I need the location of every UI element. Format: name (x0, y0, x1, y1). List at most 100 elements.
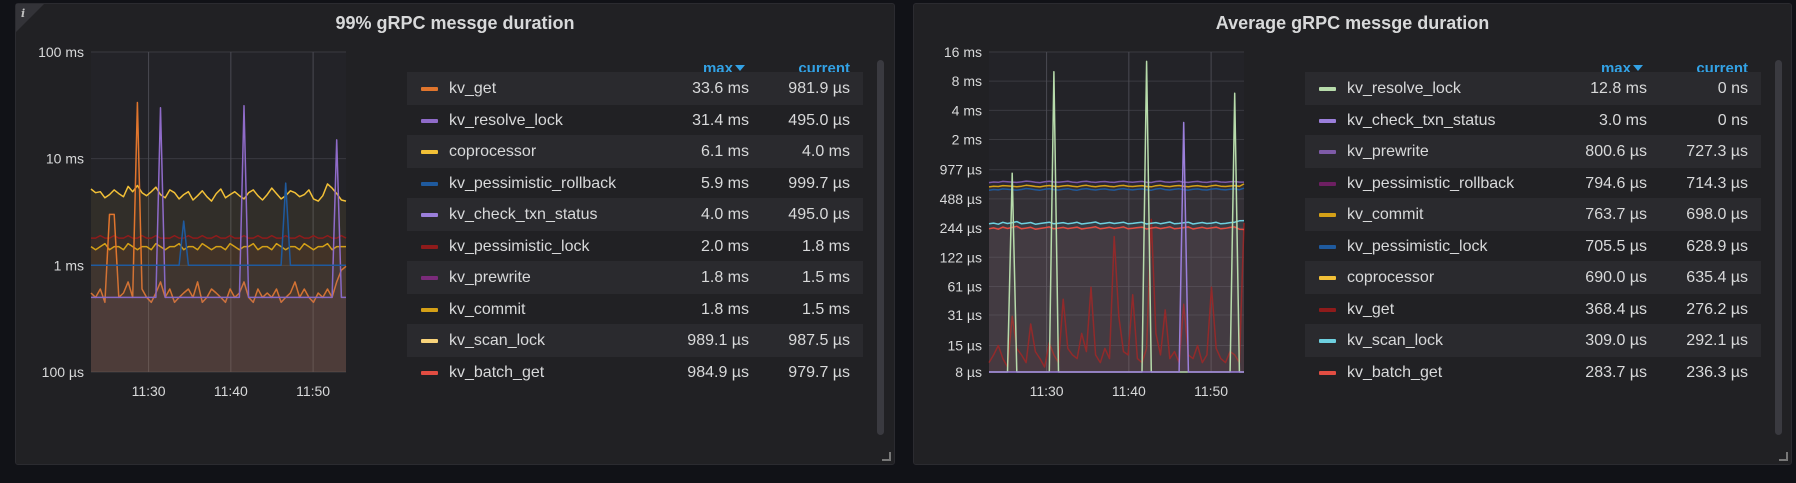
legend-row-kv-commit[interactable]: kv_commit 1.8 ms 1.5 ms (407, 293, 863, 326)
legend-row-coprocessor[interactable]: coprocessor 690.0 µs 635.4 µs (1305, 261, 1761, 294)
legend-series-name[interactable]: kv_scan_lock (1347, 332, 1444, 349)
y-tick-label: 16 ms (944, 44, 982, 60)
legend-series-name[interactable]: coprocessor (449, 143, 537, 160)
panel-info-corner[interactable] (16, 4, 44, 32)
x-tick-label: 11:50 (1194, 383, 1228, 399)
legend-series-name[interactable]: kv_get (1347, 300, 1395, 318)
legend-max-value: 2.0 ms (700, 237, 749, 255)
legend-color-swatch[interactable] (1319, 339, 1336, 343)
legend-row-kv-check-txn-status[interactable]: kv_check_txn_status 3.0 ms 0 ns (1305, 104, 1761, 137)
plot-area (91, 52, 346, 372)
legend-series-name[interactable]: kv_pessimistic_rollback (449, 174, 617, 192)
series-line-kv-get (988, 218, 1245, 368)
legend-color-swatch[interactable] (421, 181, 438, 186)
panel-resize-handle[interactable] (1779, 452, 1788, 461)
legend-row-kv-get[interactable]: kv_get 368.4 µs 276.2 µs (1305, 293, 1761, 326)
panel-title[interactable]: 99% gRPC messge duration (335, 13, 575, 33)
legend-series-name[interactable]: kv_batch_get (449, 363, 545, 381)
legend-current-value: 714.3 µs (1686, 174, 1748, 192)
x-tick-label: 11:50 (296, 383, 330, 399)
legend-series-name[interactable]: kv_check_txn_status (449, 206, 598, 223)
plot-area (989, 52, 1244, 372)
panel-resize-handle[interactable] (882, 452, 891, 461)
legend-series-name[interactable]: kv_prewrite (449, 269, 531, 286)
info-icon[interactable]: i (21, 7, 26, 20)
legend-row-kv-prewrite[interactable]: kv_prewrite 1.8 ms 1.5 ms (407, 261, 863, 294)
legend-color-swatch[interactable] (421, 150, 438, 154)
legend-color-swatch[interactable] (421, 339, 438, 343)
legend-series-name[interactable]: kv_prewrite (1347, 143, 1429, 160)
series-line-kv-prewrite (988, 180, 1244, 184)
legend-series-name[interactable]: coprocessor (1347, 269, 1435, 286)
legend-color-swatch[interactable] (1319, 244, 1336, 249)
legend-max-value: 989.1 µs (687, 332, 749, 349)
legend-series-name[interactable]: kv_batch_get (1347, 363, 1443, 381)
chart-99-grpc-duration[interactable]: 100 ms 10 ms 1 ms 100 µs 11:30 11:40 11:50 (16, 32, 416, 462)
legend-color-swatch[interactable] (1319, 150, 1336, 154)
series-area-kv-get (989, 219, 1244, 372)
y-tick-label: 1 ms (54, 257, 84, 273)
legend-series-name[interactable]: kv_pessimistic_lock (449, 237, 590, 255)
legend-color-swatch[interactable] (421, 213, 438, 217)
legend-max-value: 1.8 ms (700, 269, 749, 286)
legend-series-name[interactable]: kv_scan_lock (449, 332, 546, 349)
legend-color-swatch[interactable] (421, 370, 438, 375)
legend-row-kv-get[interactable]: kv_get 33.6 ms 981.9 µs (407, 72, 863, 105)
panel-title[interactable]: Average gRPC messge duration (1215, 13, 1490, 33)
panel-99-grpc-duration: i 99% gRPC messge duration 100 ms 10 ms 1 … (15, 3, 895, 465)
legend-color-swatch[interactable] (421, 276, 438, 280)
legend-color-swatch[interactable] (1319, 307, 1336, 312)
series-line-kv-pessimistic-lock (988, 187, 1245, 191)
series-line-kv-scan-lock (988, 219, 1245, 225)
legend-series-name[interactable]: kv_commit (449, 300, 526, 318)
legend-color-swatch[interactable] (421, 244, 438, 249)
legend-current-value: 635.4 µs (1686, 269, 1748, 286)
legend-color-swatch[interactable] (1319, 213, 1336, 217)
legend-scrollbar[interactable] (877, 60, 884, 435)
legend-series-name[interactable]: kv_pessimistic_rollback (1347, 174, 1515, 192)
series-line-kv-resolve-lock (91, 104, 346, 299)
legend-row-kv-scan-lock[interactable]: kv_scan_lock 989.1 µs 987.5 µs (407, 324, 863, 357)
legend-current-value: 4.0 ms (801, 143, 850, 160)
series-line-kv-commit (988, 183, 1245, 188)
legend-row-kv-scan-lock[interactable]: kv_scan_lock 309.0 µs 292.1 µs (1305, 324, 1761, 357)
legend-current-value: 727.3 µs (1686, 143, 1748, 160)
chart-average-grpc-duration[interactable]: 16 ms 8 ms 4 ms 2 ms 977 µs 488 µs 244 µs 122 µ… (914, 32, 1314, 462)
y-tick-label: 977 µs (940, 162, 982, 178)
legend-row-kv-pessimistic-rollback[interactable]: kv_pessimistic_rollback 5.9 ms 999.7 µs (407, 167, 863, 200)
legend-series-name[interactable]: kv_get (449, 80, 497, 97)
legend-color-swatch[interactable] (421, 87, 438, 91)
legend-scrollbar[interactable] (1775, 60, 1782, 435)
legend-row-kv-pessimistic-rollback[interactable]: kv_pessimistic_rollback 794.6 µs 714.3 µs (1305, 167, 1761, 200)
series-area-coprocessor (91, 183, 346, 372)
legend-row-coprocessor[interactable]: coprocessor 6.1 ms 4.0 ms (407, 135, 863, 168)
legend-color-swatch[interactable] (1319, 370, 1336, 375)
legend-color-swatch[interactable] (421, 307, 438, 312)
legend-series-name[interactable]: kv_commit (1347, 206, 1424, 223)
legend-row-kv-batch-get[interactable]: kv_batch_get 984.9 µs 979.7 µs (407, 356, 863, 389)
legend-max-value: 283.7 µs (1585, 363, 1647, 381)
legend-row-kv-pessimistic-lock[interactable]: kv_pessimistic_lock 705.5 µs 628.9 µs (1305, 230, 1761, 263)
legend-row-kv-prewrite[interactable]: kv_prewrite 800.6 µs 727.3 µs (1305, 135, 1761, 168)
legend-current-value: 0 ns (1717, 80, 1748, 97)
y-tick-label: 8 µs (955, 364, 982, 380)
legend-max-value: 690.0 µs (1585, 269, 1647, 286)
legend-row-kv-commit[interactable]: kv_commit 763.7 µs 698.0 µs (1305, 198, 1761, 231)
legend-color-swatch[interactable] (1319, 118, 1336, 123)
legend-max-value: 31.4 ms (692, 111, 749, 129)
legend-row-kv-check-txn-status[interactable]: kv_check_txn_status 4.0 ms 495.0 µs (407, 198, 863, 231)
legend-series-name[interactable]: kv_check_txn_status (1347, 111, 1496, 129)
legend-row-kv-resolve-lock[interactable]: kv_resolve_lock 31.4 ms 495.0 µs (407, 104, 863, 137)
legend-color-swatch[interactable] (1319, 87, 1336, 91)
legend-color-swatch[interactable] (421, 118, 438, 123)
legend-row-kv-pessimistic-lock[interactable]: kv_pessimistic_lock 2.0 ms 1.8 ms (407, 230, 863, 263)
legend-row-kv-batch-get[interactable]: kv_batch_get 283.7 µs 236.3 µs (1305, 356, 1761, 389)
legend-series-name[interactable]: kv_pessimistic_lock (1347, 237, 1488, 255)
legend-max-value: 705.5 µs (1585, 237, 1647, 255)
legend-color-swatch[interactable] (1319, 181, 1336, 186)
legend-series-name[interactable]: kv_resolve_lock (449, 111, 563, 129)
legend-color-swatch[interactable] (1319, 276, 1336, 280)
legend-row-kv-resolve-lock[interactable]: kv_resolve_lock 12.8 ms 0 ns (1305, 72, 1761, 105)
series-area-kv-resolve-lock (989, 61, 1244, 373)
legend-series-name[interactable]: kv_resolve_lock (1347, 80, 1461, 97)
